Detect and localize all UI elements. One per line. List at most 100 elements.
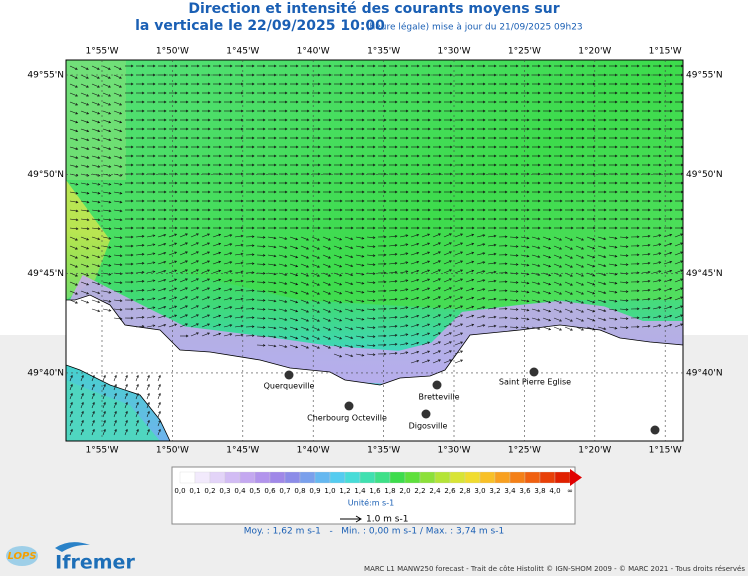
lat-label-left: 49°45'N — [27, 269, 64, 279]
legend-tick-label: 1,2 — [339, 487, 350, 495]
color-bin — [435, 472, 450, 483]
place-dot — [285, 371, 294, 380]
color-bin — [315, 472, 330, 483]
color-bin — [495, 472, 510, 483]
color-bin — [210, 472, 225, 483]
legend-tick-label: 0,0 — [174, 487, 185, 495]
place-label: Saint Pierre Eglise — [499, 378, 571, 387]
legend-tick-label: 3,2 — [489, 487, 500, 495]
legend-tick-label: 0,1 — [189, 487, 200, 495]
footer: MARC L1 MANW250 forecast - Trait de côte… — [364, 565, 745, 573]
lat-label-right: 49°55'N — [686, 71, 723, 81]
color-bin — [360, 472, 375, 483]
place-dot — [422, 410, 431, 419]
legend-tick-label: 4,0 — [549, 487, 560, 495]
place-dot — [345, 402, 354, 411]
place-dot — [433, 381, 442, 390]
lon-label-bottom: 1°45'W — [226, 446, 259, 456]
title-line1: Direction et intensité des courants moye… — [188, 1, 559, 17]
color-bin — [390, 472, 405, 483]
place-label: Digosville — [409, 422, 448, 431]
color-bin — [195, 472, 210, 483]
place-dot — [651, 426, 660, 435]
sea-shade — [66, 60, 126, 180]
stats: Moy. : 1,62 m s-1 - Min. : 0,00 m s-1 / … — [244, 527, 504, 537]
color-bin — [555, 472, 570, 483]
color-bin — [480, 472, 495, 483]
color-bin — [525, 472, 540, 483]
lat-label-right: 49°50'N — [686, 170, 723, 180]
color-bin — [510, 472, 525, 483]
legend-tick-label: 0,9 — [309, 487, 320, 495]
legend-tick-label: ∞ — [567, 487, 573, 495]
lat-label-left: 49°50'N — [27, 170, 64, 180]
legend-tick-label: 0,7 — [279, 487, 290, 495]
color-bin — [450, 472, 465, 483]
lon-label-bottom: 1°40'W — [297, 446, 330, 456]
lon-label-top: 1°55'W — [85, 47, 118, 57]
lon-label-top: 1°40'W — [297, 47, 330, 57]
scale-label: 1.0 m s-1 — [366, 515, 408, 525]
legend-unit: Unité:m s-1 — [348, 498, 394, 508]
legend-tick-label: 0,8 — [294, 487, 305, 495]
color-bin — [330, 472, 345, 483]
legend-tick-label: 2,6 — [444, 487, 456, 495]
lat-label-left: 49°40'N — [27, 368, 64, 378]
place-label: Querqueville — [264, 382, 315, 391]
legend-tick-label: 0,4 — [234, 487, 246, 495]
lat-label-right: 49°40'N — [686, 368, 723, 378]
legend-tick-label: 2,8 — [459, 487, 470, 495]
legend-tick-label: 0,2 — [204, 487, 215, 495]
color-bin — [285, 472, 300, 483]
lon-label-bottom: 1°25'W — [508, 446, 541, 456]
place-dot — [530, 368, 539, 377]
lops-logo: LOPS — [7, 551, 36, 562]
legend-tick-label: 3,0 — [474, 487, 485, 495]
lon-label-bottom: 1°30'W — [437, 446, 470, 456]
color-bin — [180, 472, 195, 483]
legend-tick-label: 2,4 — [429, 487, 441, 495]
lon-label-top: 1°35'W — [367, 47, 400, 57]
legend-tick-label: 1,4 — [354, 487, 366, 495]
legend-tick-label: 1,8 — [384, 487, 395, 495]
map — [66, 60, 683, 441]
place-label: Cherbourg Octeville — [307, 414, 387, 423]
legend-tick-label: 3,8 — [534, 487, 545, 495]
title-line2: la verticale le 22/09/2025 10:00 — [135, 18, 385, 34]
color-bin — [255, 472, 270, 483]
legend-tick-label: 0,5 — [249, 487, 260, 495]
title-note: (heure légale) mise à jour du 21/09/2025… — [366, 22, 583, 33]
color-bin — [465, 472, 480, 483]
color-bin — [405, 472, 420, 483]
legend-tick-label: 3,6 — [519, 487, 531, 495]
legend-tick-label: 2,2 — [414, 487, 425, 495]
place-label: Bretteville — [418, 393, 459, 402]
color-bin — [240, 472, 255, 483]
lon-label-top: 1°15'W — [649, 47, 682, 57]
color-bin — [300, 472, 315, 483]
legend-tick-label: 3,4 — [504, 487, 516, 495]
legend-tick-label: 0,3 — [219, 487, 230, 495]
lon-label-top: 1°45'W — [226, 47, 259, 57]
lon-label-top: 1°30'W — [437, 47, 470, 57]
lat-label-left: 49°55'N — [27, 71, 64, 81]
legend-tick-label: 1,6 — [369, 487, 381, 495]
color-bin — [420, 472, 435, 483]
color-bin — [270, 472, 285, 483]
lon-label-bottom: 1°55'W — [85, 446, 118, 456]
legend-tick-label: 2,0 — [399, 487, 410, 495]
lon-label-bottom: 1°20'W — [578, 446, 611, 456]
color-bin — [225, 472, 240, 483]
lon-label-bottom: 1°15'W — [649, 446, 682, 456]
lon-label-top: 1°25'W — [508, 47, 541, 57]
color-bin — [345, 472, 360, 483]
legend-tick-label: 0,6 — [264, 487, 276, 495]
lat-label-right: 49°45'N — [686, 269, 723, 279]
color-bin — [540, 472, 555, 483]
lon-label-top: 1°50'W — [156, 47, 189, 57]
lon-label-top: 1°20'W — [578, 47, 611, 57]
legend-tick-label: 1,0 — [324, 487, 335, 495]
ifremer-logo: Ifremer — [55, 552, 135, 574]
